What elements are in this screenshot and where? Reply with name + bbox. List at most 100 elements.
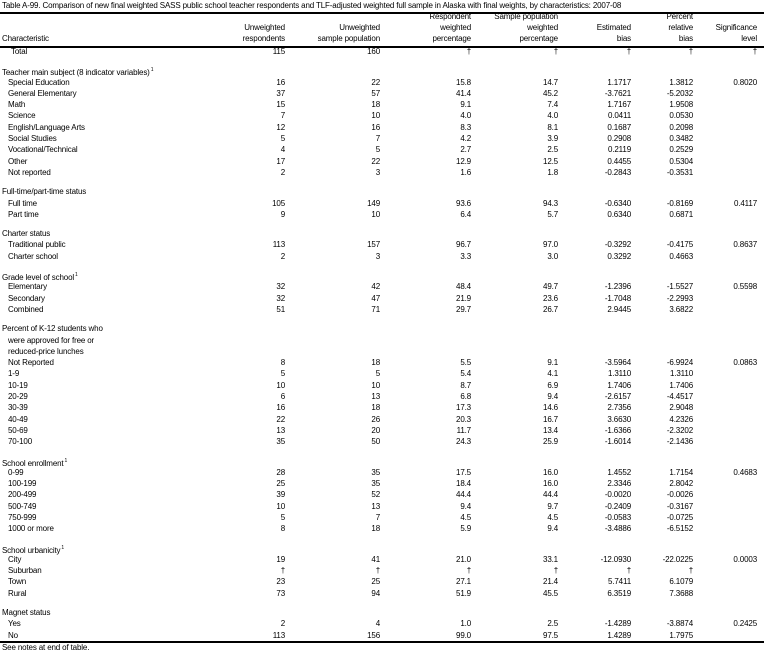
table-row: Traditional public 113 157 96.7 97.0 -0.3292 -… [0, 239, 764, 250]
table-cell: 0.4117 [734, 198, 757, 208]
table-row: Elementary 32 42 48.4 49.7 -1.2396 -1.5527 0.55… [0, 281, 764, 292]
table-cell [693, 346, 757, 357]
table-cell [693, 588, 757, 599]
table-cell: 3.9 [547, 134, 558, 144]
table-cell [631, 456, 693, 467]
table-cell: -2.2993 [666, 293, 693, 303]
row-label-text: 20-29 [8, 392, 28, 402]
column-header: Unweighted respondents [243, 22, 286, 44]
column-header-line: bias [616, 34, 631, 43]
table-cell [693, 304, 757, 315]
table-cell: 21.0 [456, 554, 471, 564]
row-label: 100-199 [0, 478, 230, 489]
row-label: School urbanicity1 [0, 543, 230, 555]
table-cell [693, 543, 757, 554]
row-label: Not Reported [0, 357, 230, 368]
group-heading-row: Grade level of school1 [0, 270, 764, 283]
table-cell [693, 368, 757, 379]
table-cell: -1.6014 [604, 437, 631, 447]
table-row: 30-39 16 18 17.3 14.6 2.7356 2.9048 [0, 402, 764, 413]
table-cell: -2.1436 [666, 437, 693, 447]
column-header-line: Characteristic [2, 34, 49, 43]
column-header-line: Unweighted [244, 23, 285, 32]
column-header-line: Respondent [429, 12, 471, 21]
column-header: Percent relative bias [666, 11, 693, 44]
table-cell: † [553, 47, 558, 56]
table-cell: 16.0 [543, 467, 558, 477]
table-cell: 1.0 [460, 619, 471, 629]
row-label-text: Not reported [8, 167, 51, 177]
table-cell: 22 [371, 77, 380, 87]
footnote-marker: 1 [64, 457, 68, 464]
row-label-text: 70-100 [8, 437, 33, 447]
table-cell [693, 293, 757, 304]
table-cell: 2 [280, 251, 285, 261]
table-cell: 45.2 [543, 88, 558, 98]
table-cell: † [688, 47, 693, 56]
table-cell: 19 [276, 554, 285, 564]
row-label-text: 200-499 [8, 490, 37, 500]
table-cell [285, 270, 380, 281]
table-row: 10-19 10 10 8.7 6.9 1.7406 1.7406 [0, 380, 764, 391]
table-cell: 41.4 [456, 88, 471, 98]
table-cell: 9.4 [547, 524, 558, 534]
table-cell: -6.9924 [666, 358, 693, 368]
table-cell: 1.9508 [669, 100, 693, 110]
row-label: Math [0, 99, 230, 110]
table-cell [380, 607, 471, 618]
table-cell: 0.4683 [733, 467, 757, 477]
table-cell: 23.6 [543, 293, 558, 303]
table-cell: † [752, 47, 757, 56]
footnote-marker: 1 [61, 544, 65, 551]
table-cell: 27.1 [456, 577, 471, 587]
table-cell: 2.5 [547, 619, 558, 629]
table-cell: 2.7 [460, 145, 471, 155]
table-cell: -0.0020 [604, 490, 631, 500]
row-label: Full time [0, 198, 230, 209]
row-label: English/Language Arts [0, 122, 230, 133]
table-cell: -2.3202 [666, 425, 693, 435]
table-cell [693, 186, 757, 197]
table-row: Full time 105 149 93.6 94.3 -0.6340 -0.8169 0.4… [0, 198, 764, 209]
table-cell [693, 323, 757, 334]
row-label-text: 1000 or more [8, 524, 54, 534]
table-cell [693, 228, 757, 239]
table-cell: 0.0863 [733, 358, 757, 368]
row-label-text: Grade level of school [2, 273, 75, 283]
table-cell: 149 [367, 198, 380, 208]
row-label-text: Total [11, 47, 28, 56]
table-cell [693, 607, 757, 618]
table-cell: 17 [276, 156, 285, 166]
table-cell: -1.2396 [604, 282, 631, 292]
table-cell: 8 [280, 358, 285, 368]
column-header-line: Significance [715, 23, 757, 32]
table-cell: † [280, 566, 285, 576]
table-cell: 51 [276, 304, 285, 314]
table-cell [631, 228, 693, 239]
row-label: Town [0, 576, 230, 587]
table-row: Not Reported 8 18 5.5 9.1 -3.5964 -6.9924 0.086… [0, 357, 764, 368]
table-cell: 20.3 [456, 414, 471, 424]
table-cell: 96.7 [456, 240, 471, 250]
column-header-line: bias [678, 34, 693, 43]
table-cell: 1.3812 [669, 77, 693, 87]
table-cell [380, 228, 471, 239]
group-heading-row: School enrollment1 [0, 456, 764, 468]
table-cell [558, 543, 631, 554]
table-cell [631, 270, 693, 281]
row-label-text: Part time [8, 209, 39, 219]
table-row: Town 23 25 27.1 21.4 5.7411 6.1079 [0, 576, 764, 587]
table-cell [285, 186, 380, 197]
row-label-text: Science [8, 111, 36, 121]
table-cell: 37 [276, 88, 285, 98]
row-label: General Elementary [0, 88, 230, 99]
table-cell: 94.3 [543, 198, 558, 208]
row-label-text: Full time [8, 198, 37, 208]
table-title: Table A-99. Comparison of new final weig… [2, 1, 622, 10]
table-cell: 1.1717 [607, 77, 631, 87]
row-label: School enrollment1 [0, 456, 230, 468]
table-row: 500-749 10 13 9.4 9.7 -0.2409 -0.3167 [0, 501, 764, 512]
table-row: Part time 9 10 6.4 5.7 0.6340 0.6871 [0, 209, 764, 220]
group-heading-row: Full-time/part-time status [0, 186, 764, 197]
row-label: Other [0, 156, 230, 167]
